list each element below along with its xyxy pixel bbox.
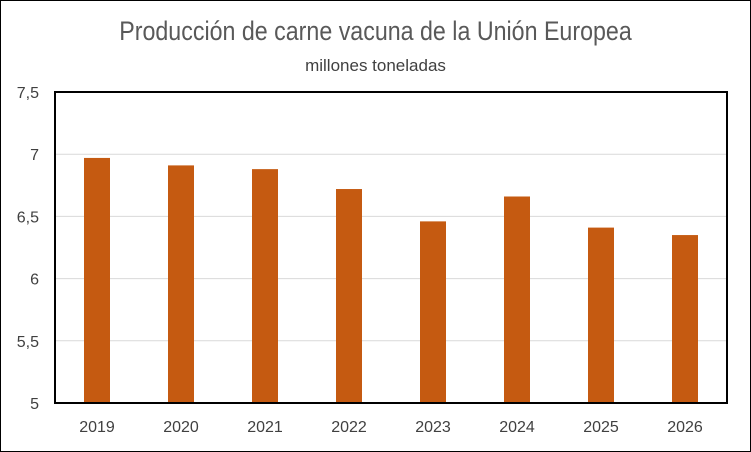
- x-tick-label-2026: 2026: [667, 419, 703, 436]
- y-tick-label: 5: [30, 396, 39, 413]
- x-tick-label-2024: 2024: [499, 419, 535, 436]
- bar-2026: [672, 235, 698, 403]
- bars: [84, 157, 698, 403]
- bar-2021: [252, 169, 278, 403]
- y-axis-ticks: 5 5,5 6 6,5 7 7,5: [17, 85, 39, 413]
- y-tick-label: 6: [30, 272, 39, 289]
- y-tick-label: 7: [30, 147, 39, 164]
- y-tick-label: 7,5: [17, 85, 39, 102]
- y-tick-label: 6,5: [17, 209, 39, 226]
- x-tick-label-2022: 2022: [331, 419, 367, 436]
- x-tick-label-2025: 2025: [583, 419, 619, 436]
- bar-2022: [336, 189, 362, 403]
- gridlines: [55, 153, 727, 342]
- bar-2019: [84, 157, 110, 403]
- chart-subtitle: millones toneladas: [305, 56, 446, 75]
- bar-2023: [420, 221, 446, 403]
- bar-2025: [588, 227, 614, 403]
- chart-title: Producción de carne vacuna de la Unión E…: [119, 16, 632, 46]
- x-tick-label-2019: 2019: [79, 419, 115, 436]
- y-tick-label: 5,5: [17, 334, 39, 351]
- x-tick-label-2023: 2023: [415, 419, 451, 436]
- x-tick-label-2020: 2020: [163, 419, 199, 436]
- bar-2024: [504, 196, 530, 403]
- x-tick-label-2021: 2021: [247, 419, 283, 436]
- bar-2020: [168, 165, 194, 403]
- plot-area-border: [54, 91, 728, 404]
- x-axis-ticks: 2019 2020 2021 2022 2023 2024 2025 2026: [79, 419, 703, 436]
